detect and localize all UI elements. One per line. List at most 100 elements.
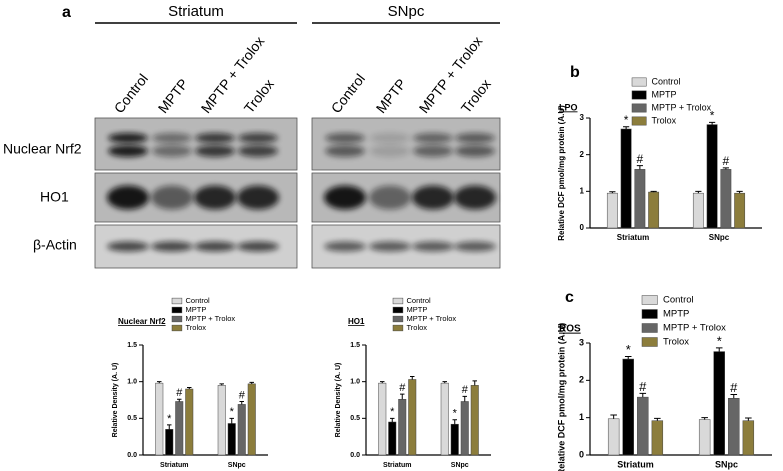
significance-mark: * (390, 406, 395, 418)
significance-mark: * (717, 333, 722, 348)
bar (440, 382, 449, 456)
blot-band (238, 133, 278, 143)
error-bar (239, 400, 244, 405)
significance-mark: # (239, 389, 246, 401)
blot-band (369, 241, 411, 252)
blot-band (195, 133, 235, 143)
legend-label: Control (407, 296, 432, 305)
legend-swatch (641, 337, 658, 347)
legend-label: MPTP (407, 305, 428, 314)
significance-mark: # (462, 384, 469, 396)
blot-band (108, 133, 148, 143)
x-tick-label: Striatum (383, 462, 411, 469)
blot-band (151, 241, 193, 252)
legend-label: MPTP + Trolox (186, 314, 236, 323)
legend-label: Control (663, 295, 694, 306)
blot-band (454, 241, 496, 252)
bar (742, 420, 755, 456)
significance-mark: # (399, 382, 406, 394)
error-bar (709, 121, 716, 125)
group-label: SNpc (388, 3, 425, 20)
legend-swatch (392, 297, 404, 305)
error-bar (472, 380, 477, 386)
bar (175, 401, 184, 456)
bar (607, 418, 620, 456)
significance-mark: * (624, 113, 629, 127)
x-tick-label: Striatum (617, 233, 649, 242)
row-label: Nuclear Nrf2 (3, 141, 82, 157)
y-tick-label: 0.5 (350, 415, 360, 422)
blot-band (194, 185, 236, 210)
bar (378, 382, 387, 456)
panel-label: a (62, 4, 71, 21)
error-bar (229, 417, 234, 424)
legend-label: Control (652, 76, 681, 86)
y-axis-label: Relative Density (A. U) (335, 363, 342, 438)
blot-band (324, 241, 366, 252)
significance-mark: # (639, 379, 647, 394)
chart-title: Nuclear Nrf2 (118, 317, 166, 326)
bar (185, 388, 194, 456)
blot-band (325, 145, 365, 157)
significance-mark: * (167, 413, 172, 425)
error-bar (745, 417, 752, 421)
error-bar (722, 167, 729, 170)
error-bar (187, 387, 192, 389)
lane-label: MPTP (155, 76, 192, 116)
error-bar (167, 424, 172, 430)
bar-chart: Nuclear Nrf2 Relative Density (A. U) 0.0 0.… (112, 296, 268, 469)
legend-swatch (631, 103, 647, 113)
lane-label: Control (111, 71, 151, 116)
bar (706, 124, 718, 229)
legend-swatch (631, 77, 647, 87)
significance-mark: * (453, 408, 458, 420)
legend-swatch (171, 306, 183, 314)
blot-band (413, 133, 453, 143)
error-bar (157, 381, 162, 384)
bar (217, 385, 226, 456)
x-tick-label: SNpc (451, 462, 469, 469)
blot-band (237, 241, 279, 252)
error-bar (249, 381, 254, 384)
y-tick-label: 1.0 (127, 379, 137, 386)
blot-band (412, 241, 454, 252)
error-bar (654, 417, 661, 421)
y-tick-label: 2 (580, 150, 585, 159)
y-axis-label: Relative DCF pmol/mg protein (A.U) (556, 323, 566, 471)
blot-strip (311, 117, 501, 171)
bar (606, 192, 618, 229)
bar (620, 128, 632, 229)
bar (450, 423, 459, 456)
bar (637, 396, 649, 456)
blot-band (369, 185, 411, 210)
blot-band (108, 145, 148, 157)
blot-band (413, 145, 453, 157)
blot-band (152, 133, 192, 143)
error-bar (610, 414, 617, 419)
row-label: β-Actin (33, 237, 77, 253)
significance-mark: # (176, 387, 183, 399)
y-tick-label: 0.5 (127, 415, 137, 422)
error-bar (701, 417, 708, 420)
significance-mark: # (730, 380, 738, 395)
y-tick-label: 0.0 (127, 452, 137, 459)
bar (720, 169, 732, 229)
legend-label: Trolox (186, 323, 207, 332)
legend-swatch (171, 297, 183, 305)
error-bar (400, 393, 405, 400)
blot-band (454, 185, 496, 210)
blot-band (238, 145, 278, 157)
lane-label: Trolox (458, 76, 494, 116)
significance-mark: * (626, 342, 631, 357)
blot-band (325, 133, 365, 143)
bar (622, 358, 634, 456)
legend-swatch (641, 295, 658, 305)
legend-label: Trolox (407, 323, 428, 332)
bar (692, 192, 704, 229)
x-tick-label: Striatum (617, 459, 654, 469)
error-bar (452, 419, 457, 425)
error-bar (177, 398, 182, 402)
legend-label: MPTP + Trolox (663, 323, 726, 334)
